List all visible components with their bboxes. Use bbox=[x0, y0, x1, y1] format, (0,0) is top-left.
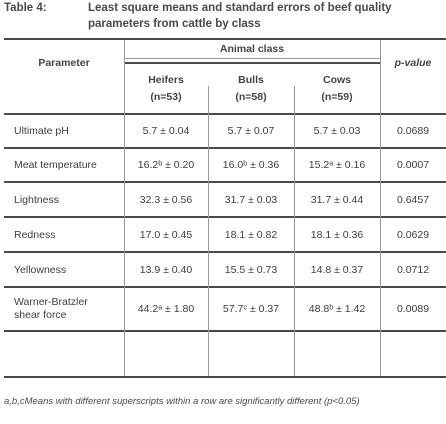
cell-heifers: 44.2ᵃ ± 1.80 bbox=[137, 303, 195, 315]
table-top-rule bbox=[4, 38, 446, 40]
table-bottom-rule bbox=[4, 376, 446, 378]
cell-heifers: 17.0 ± 0.45 bbox=[139, 228, 193, 241]
cell-p-value: 0.0007 bbox=[396, 159, 430, 171]
header-heifers: Heifers (n=53) bbox=[124, 66, 208, 112]
col-divider bbox=[294, 86, 295, 376]
class-n: (n=58) bbox=[235, 91, 267, 103]
cell-bulls: 57.7ᶜ ± 0.37 bbox=[222, 303, 280, 315]
cell-cows: 5.7 ± 0.03 bbox=[313, 125, 361, 137]
row-rule bbox=[4, 181, 446, 183]
row-parameter: Redness bbox=[14, 228, 56, 241]
cell-p-value: 0.0089 bbox=[396, 303, 430, 315]
cell-heifers: 32.3 ± 0.56 bbox=[139, 193, 193, 206]
cell-cows: 18.1 ± 0.36 bbox=[310, 228, 364, 241]
header-parameter: Parameter bbox=[38, 56, 90, 69]
cell-bulls: 31.7 ± 0.03 bbox=[224, 193, 278, 206]
col-divider bbox=[124, 40, 125, 376]
cell-p-value: 0.0712 bbox=[396, 263, 430, 276]
cell-p-value: 0.0629 bbox=[396, 228, 430, 241]
class-n: (n=53) bbox=[150, 91, 182, 103]
row-parameter: Ultimate pH bbox=[14, 125, 69, 137]
group-rule bbox=[124, 58, 380, 59]
row-rule bbox=[4, 251, 446, 253]
row-rule bbox=[4, 147, 446, 149]
header-cows: Cows (n=59) bbox=[294, 66, 380, 112]
class-name: Heifers bbox=[148, 74, 184, 86]
cell-heifers: 16.2ᵇ ± 0.20 bbox=[137, 159, 195, 171]
table-title: Least square means and standard errors o… bbox=[88, 2, 392, 30]
header-animal-class: Animal class bbox=[219, 43, 285, 55]
cell-bulls: 16.0ᵇ ± 0.36 bbox=[222, 159, 280, 171]
row-rule bbox=[4, 330, 446, 332]
cell-bulls: 15.5 ± 0.73 bbox=[224, 263, 278, 276]
cell-bulls: 18.1 ± 0.82 bbox=[224, 228, 278, 241]
header-p-value: p-value bbox=[394, 56, 432, 69]
row-parameter: Lightness bbox=[14, 193, 59, 206]
row-rule bbox=[4, 286, 446, 288]
cell-cows: 48.8ᵇ ± 1.42 bbox=[308, 303, 366, 315]
table-label: Table 4: bbox=[4, 2, 47, 14]
cell-bulls: 5.7 ± 0.07 bbox=[227, 125, 275, 137]
class-name: Bulls bbox=[238, 74, 264, 86]
header-bottom-rule bbox=[4, 113, 446, 115]
cell-p-value: 0.6457 bbox=[396, 193, 430, 206]
class-n: (n=59) bbox=[321, 91, 353, 103]
col-divider bbox=[380, 40, 381, 376]
cell-p-value: 0.0689 bbox=[396, 125, 430, 137]
cell-cows: 31.7 ± 0.44 bbox=[310, 193, 364, 206]
cell-cows: 15.2ᵃ ± 0.16 bbox=[308, 159, 366, 171]
cell-heifers: 5.7 ± 0.04 bbox=[142, 125, 190, 137]
cell-heifers: 13.9 ± 0.40 bbox=[139, 263, 193, 276]
row-parameter: Yellowness bbox=[14, 263, 67, 276]
row-parameter: Meat temperature bbox=[14, 159, 97, 171]
header-bulls: Bulls (n=58) bbox=[208, 66, 294, 112]
table-footnote: a,b,cMeans with different superscripts w… bbox=[4, 396, 360, 407]
col-divider bbox=[208, 86, 209, 376]
group-rule-dark bbox=[124, 62, 380, 64]
cell-cows: 14.8 ± 0.37 bbox=[310, 263, 364, 276]
class-name: Cows bbox=[322, 74, 351, 86]
row-parameter: Warner-Bratzler shear force bbox=[14, 296, 88, 321]
row-rule bbox=[4, 216, 446, 218]
